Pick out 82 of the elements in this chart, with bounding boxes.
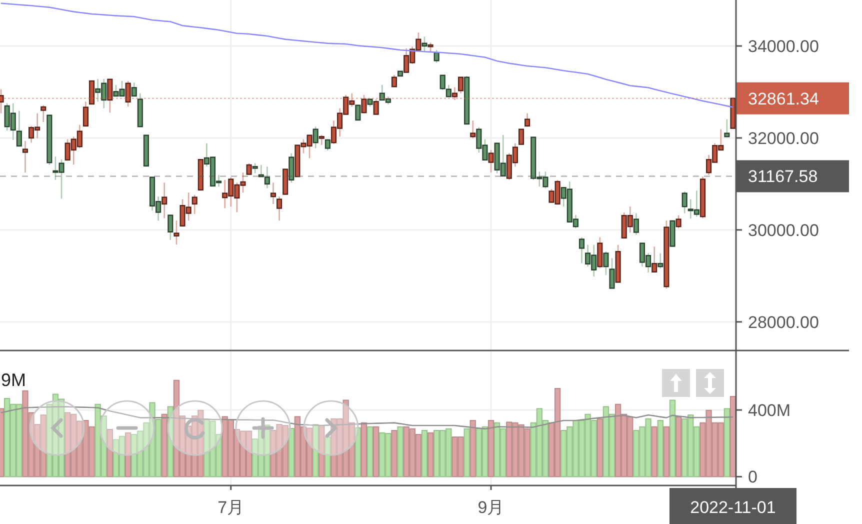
bar (675, 416, 682, 478)
bar (391, 430, 398, 478)
candlestick (597, 236, 603, 269)
candlestick (361, 94, 367, 114)
candlestick (131, 82, 137, 98)
bar (427, 432, 434, 478)
bar (354, 427, 361, 478)
candlestick (162, 182, 168, 219)
candlestick (125, 80, 131, 108)
candlestick (192, 194, 198, 215)
candlestick (174, 220, 180, 246)
bar (167, 406, 174, 478)
y-tick-label: 0 (748, 468, 758, 487)
candlestick (318, 134, 324, 146)
bar (106, 429, 113, 478)
bar (397, 426, 404, 478)
bar (657, 420, 664, 478)
annotation: 9M (1, 370, 26, 390)
candlestick (578, 236, 585, 264)
bar (464, 428, 470, 478)
x-tick-label: 7月 (218, 498, 244, 517)
candlestick (682, 190, 688, 214)
candlestick (40, 104, 46, 123)
line-series (0, 2, 734, 108)
y-tick-label: 32000.00 (748, 128, 819, 148)
line-series (0, 406, 734, 430)
candlestick (422, 36, 428, 52)
candlestick (373, 98, 379, 115)
bar (366, 426, 374, 478)
candlestick (724, 118, 730, 138)
candlestick (603, 250, 609, 276)
bar (318, 425, 325, 478)
candlestick (452, 86, 458, 101)
x-tick-label: 9月 (478, 498, 504, 517)
candlestick (252, 162, 258, 174)
bar (373, 426, 380, 478)
candlestick (609, 258, 615, 289)
bar (124, 432, 132, 478)
bar (421, 430, 428, 478)
candlestick (168, 214, 174, 241)
candlestick (276, 196, 282, 222)
candlestick (658, 252, 664, 270)
candlestick (652, 246, 658, 273)
candlestick (82, 100, 88, 128)
bar (161, 414, 168, 478)
ref-line-label: 32861.34 (748, 89, 819, 108)
candlestick (676, 214, 682, 229)
bar (730, 396, 736, 478)
bar (663, 426, 670, 478)
candlestick (428, 42, 434, 52)
candlestick (518, 128, 524, 145)
candlestick (633, 212, 639, 236)
candlestick (458, 76, 464, 94)
y-tick-label: 400M (748, 401, 791, 420)
candlestick (246, 162, 252, 176)
bar (360, 422, 368, 478)
candlestick (107, 78, 113, 114)
ref-line-label: 31167.58 (748, 167, 818, 186)
candlestick (524, 112, 530, 128)
candlestick (22, 140, 28, 174)
bar (312, 424, 319, 478)
candlestick (288, 152, 294, 184)
bar (324, 436, 331, 478)
bar (724, 408, 730, 478)
bar (669, 400, 676, 478)
candlestick (16, 110, 22, 148)
bar (488, 420, 494, 478)
bar (288, 428, 294, 478)
bar (651, 426, 658, 478)
candlestick (270, 182, 276, 205)
candlestick (391, 74, 397, 88)
candlestick (355, 104, 361, 122)
candlestick (488, 149, 494, 174)
bar (470, 420, 476, 478)
y-tick-label: 30000.00 (748, 220, 819, 240)
y-tick-label: 34000.00 (748, 36, 819, 56)
y-tick-label: 28000.00 (748, 312, 819, 332)
candlestick (312, 126, 318, 149)
x-tick-label: 2022-11-01 (690, 498, 776, 517)
bar (596, 418, 603, 478)
candlestick (88, 80, 95, 105)
candlestick (470, 120, 476, 139)
